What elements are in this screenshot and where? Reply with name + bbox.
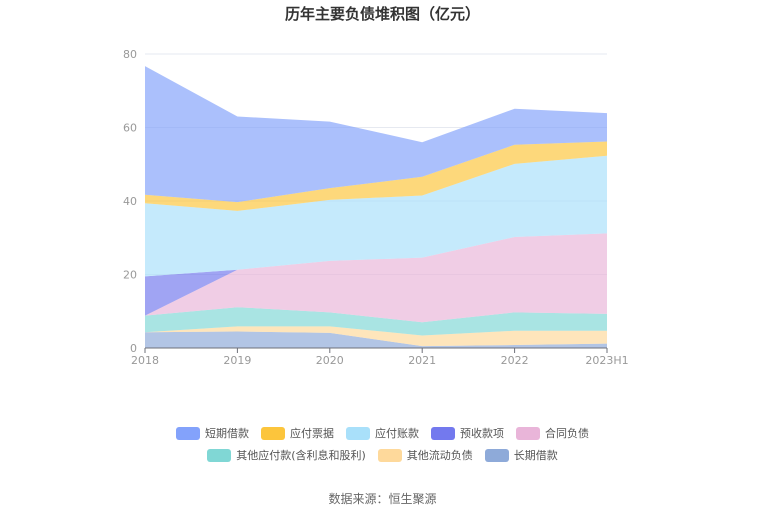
area-series-2: [145, 307, 607, 336]
area-series-6: [145, 141, 607, 211]
x-tick-label: 2019: [223, 354, 251, 367]
legend-label: 合同负债: [545, 427, 589, 440]
legend-item[interactable]: 长期借款: [484, 447, 558, 463]
y-tick-label: 0: [130, 342, 137, 355]
legend-label: 预收款项: [460, 427, 504, 440]
legend-label: 应付票据: [290, 427, 334, 440]
y-tick-label: 60: [123, 122, 137, 135]
legend-label: 其他流动负债: [406, 449, 473, 462]
legend-item[interactable]: 应付账款: [346, 425, 419, 441]
y-tick-label: 80: [123, 48, 137, 61]
y-tick-label: 20: [123, 269, 137, 282]
legend-row-1: 短期借款 应付票据 应付账款 预收款项 合同负债: [0, 425, 765, 441]
legend-swatch: [377, 448, 402, 462]
legend-label: 短期借款: [205, 427, 249, 440]
area-series-1: [145, 326, 607, 347]
chart-title: 历年主要负债堆积图（亿元）: [284, 5, 480, 23]
legend-item[interactable]: 合同负债: [516, 425, 589, 441]
y-tick-label: 40: [123, 195, 137, 208]
legend-item[interactable]: 预收款项: [431, 425, 504, 441]
area-series-7: [145, 66, 607, 203]
x-tick-label: 2022: [501, 354, 529, 367]
legend-swatch: [207, 448, 232, 462]
legend-item[interactable]: 其他流动负债: [377, 447, 473, 463]
legend-label: 应付账款: [375, 427, 419, 440]
x-tick-label: 2023H1: [585, 354, 628, 367]
legend-swatch: [431, 426, 455, 440]
legend-swatch: [261, 426, 285, 440]
legend-item[interactable]: 应付票据: [261, 425, 334, 441]
x-tick-label: 2018: [131, 354, 159, 367]
legend-item[interactable]: 其他应付款(含利息和股利): [207, 447, 366, 463]
legend-label: 长期借款: [513, 449, 558, 462]
legend-swatch: [176, 426, 200, 440]
stacked-area-chart: 0 20 40 60 80 2018 2019 2020 2021 2022 2023H1: [123, 48, 629, 367]
data-source: 数据来源：恒生聚源: [328, 492, 437, 506]
legend-swatch: [484, 448, 509, 462]
legend-item[interactable]: 短期借款: [176, 425, 249, 441]
legend-swatch: [516, 426, 540, 440]
legend-label: 其他应付款(含利息和股利): [236, 449, 366, 462]
area-series-3: [145, 233, 607, 323]
x-tick-label: 2021: [408, 354, 436, 367]
legend-swatch: [346, 426, 370, 440]
legend-row-2: 其他应付款(含利息和股利) 其他流动负债 长期借款: [0, 447, 765, 463]
area-series-5: [145, 155, 607, 277]
area-series-0: [145, 331, 607, 348]
x-tick-label: 2020: [316, 354, 344, 367]
